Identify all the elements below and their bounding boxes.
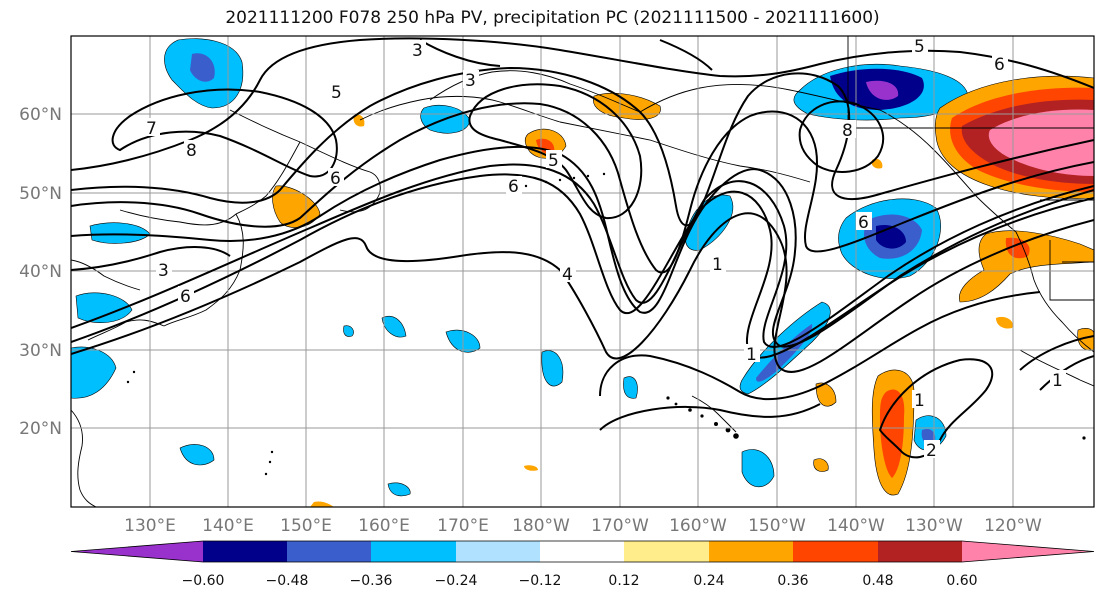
colorbar-segment: [878, 541, 962, 562]
colorbar-tick-label: −0.12: [519, 573, 562, 589]
chart-title: 2021111200 F078 250 hPa PV, precipitatio…: [225, 8, 880, 28]
lon-tick-label: 120°W: [984, 516, 1042, 536]
pv-contours: [71, 37, 1094, 459]
colorbar-tick-label: 0.24: [693, 573, 724, 589]
colorbar: [70, 540, 1095, 563]
contour-label: 6: [180, 287, 191, 307]
lon-tick-label: 180°W: [512, 516, 570, 536]
contour-label: 1: [746, 345, 757, 365]
contour-label: 5: [331, 83, 342, 103]
lon-tick-label: 150°W: [748, 516, 806, 536]
contour-label: 7: [146, 119, 157, 139]
contour-label: 4: [562, 265, 573, 285]
colorbar-tick-label: 0.60: [946, 573, 977, 589]
contour-label: 3: [412, 41, 423, 61]
lat-tick-label: 30°N: [19, 341, 62, 361]
contour-label: 1: [1052, 371, 1063, 391]
lon-tick-label: 170°E: [437, 516, 489, 536]
graticule: [71, 36, 1094, 507]
colorbar-segment: [456, 541, 540, 562]
colorbar-segment: [624, 541, 709, 562]
colorbar-segment: [709, 541, 793, 562]
contour-label: 6: [508, 177, 519, 197]
contour-label: 6: [330, 169, 341, 189]
colorbar-tick-label: −0.24: [435, 573, 478, 589]
contour-label: 1: [914, 391, 925, 411]
colorbar-segment: [71, 541, 203, 562]
colorbar-tick-label: 0.36: [777, 573, 808, 589]
colorbar-outline: [70, 540, 1095, 563]
contour-label: 2: [926, 441, 937, 461]
contour-label: 6: [858, 213, 869, 233]
lon-tick-label: 160°E: [358, 516, 410, 536]
latitude-axis: 60°N 50°N 40°N 30°N 20°N: [19, 105, 62, 439]
colorbar-segment: [540, 541, 624, 562]
contour-label: 5: [914, 37, 925, 57]
longitude-axis: 130°E 140°E 150°E 160°E 170°E 180°W 170°…: [124, 516, 1042, 536]
lon-tick-label: 160°W: [669, 516, 727, 536]
contour-label: 6: [994, 55, 1005, 75]
colorbar-segment: [371, 541, 456, 562]
contour-label: 1: [712, 255, 723, 275]
map-frame: [70, 35, 1095, 508]
lon-tick-label: 150°E: [280, 516, 332, 536]
colorbar-tick-label: −0.48: [266, 573, 309, 589]
colorbar-segment: [287, 541, 371, 562]
lon-tick-label: 140°W: [827, 516, 885, 536]
contour-label: 8: [186, 141, 197, 161]
lat-tick-label: 40°N: [19, 262, 62, 282]
lon-tick-label: 170°W: [591, 516, 649, 536]
contour-label: 3: [158, 261, 169, 281]
colorbar-tick-label: 0.12: [608, 573, 639, 589]
colorbar-tick-label: −0.36: [350, 573, 393, 589]
contour-label: 8: [842, 121, 853, 141]
colorbar-tick-label: −0.60: [182, 573, 225, 589]
lon-tick-label: 130°E: [124, 516, 176, 536]
colorbar-tick-label: 0.48: [862, 573, 893, 589]
contour-labels: 3 5 7 8 6 5 3 6 8 6 4 1 1 1 3 6 1 2 5 6: [144, 36, 1066, 461]
colorbar-segment: [793, 541, 878, 562]
islands: [126, 172, 1086, 476]
colorbar-segment: [962, 541, 1094, 562]
lat-tick-label: 60°N: [19, 105, 62, 125]
contour-label: 5: [548, 151, 559, 171]
contour-label: 3: [465, 71, 476, 91]
lat-tick-label: 20°N: [19, 419, 62, 439]
colorbar-ticks: −0.60 −0.48 −0.36 −0.24 −0.12 0.12 0.24 …: [182, 573, 978, 589]
colorbar-segment: [203, 541, 287, 562]
lon-tick-label: 140°E: [202, 516, 254, 536]
lat-tick-label: 50°N: [19, 184, 62, 204]
lon-tick-label: 130°W: [905, 516, 963, 536]
